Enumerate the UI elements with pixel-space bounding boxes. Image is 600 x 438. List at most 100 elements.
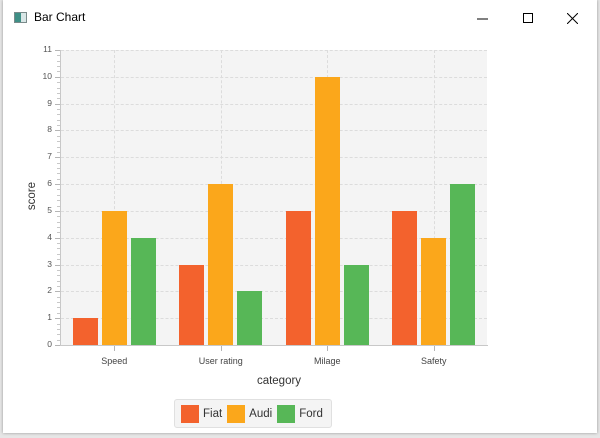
- y-minor-tick: [57, 323, 60, 325]
- x-tick-label: Speed: [101, 356, 128, 366]
- legend-item-ford: Ford: [277, 404, 323, 423]
- y-tick-label: 6: [47, 178, 52, 189]
- y-minor-tick: [57, 119, 60, 121]
- grid-line: [61, 76, 487, 78]
- y-minor-tick: [57, 216, 60, 218]
- grid-line: [114, 50, 116, 345]
- bar-audi-speed: [101, 210, 127, 345]
- bar-fiat-milage: [285, 210, 311, 345]
- y-tick: [55, 103, 60, 105]
- y-tick: [55, 50, 60, 51]
- y-minor-tick: [57, 168, 60, 169]
- y-tick: [55, 291, 60, 293]
- y-tick: [55, 264, 60, 266]
- y-tick: [55, 76, 60, 78]
- y-minor-tick: [57, 141, 60, 143]
- y-minor-tick: [57, 339, 60, 341]
- y-tick: [55, 345, 60, 346]
- y-minor-tick: [57, 60, 60, 62]
- y-minor-tick: [57, 146, 60, 148]
- legend-item-audi: Audi: [227, 404, 273, 423]
- y-minor-tick: [57, 114, 60, 116]
- y-minor-tick: [57, 55, 60, 57]
- y-minor-tick: [57, 302, 60, 304]
- title-bar[interactable]: Bar Chart: [3, 0, 597, 36]
- bar-audi-user-rating: [208, 184, 234, 345]
- legend-label: Ford: [299, 407, 323, 420]
- y-tick-label: 3: [47, 258, 52, 269]
- legend-swatch-ford: [277, 404, 296, 423]
- maximize-button[interactable]: [505, 0, 551, 36]
- x-tick-label: Milage: [313, 356, 341, 366]
- y-tick-label: 11: [43, 44, 52, 54]
- y-tick: [55, 318, 60, 320]
- x-tick: [220, 346, 222, 351]
- y-tick-label: 2: [47, 285, 52, 296]
- y-minor-tick: [57, 334, 60, 336]
- bar-fiat-user-rating: [179, 264, 205, 345]
- y-minor-tick: [57, 194, 60, 196]
- y-axis-title: score: [26, 181, 38, 211]
- y-tick-label: 0: [47, 339, 52, 349]
- x-tick: [114, 346, 116, 351]
- y-tick: [55, 184, 60, 186]
- y-minor-tick: [57, 87, 60, 89]
- y-minor-tick: [57, 205, 60, 207]
- bar-ford-speed: [130, 237, 156, 345]
- x-tick-label: User rating: [198, 356, 243, 366]
- y-minor-tick: [57, 162, 60, 164]
- grid-line: [61, 210, 487, 212]
- y-minor-tick: [57, 248, 60, 250]
- y-tick-label: 4: [47, 231, 52, 242]
- x-tick: [327, 346, 329, 351]
- y-minor-tick: [57, 66, 60, 68]
- y-tick-label: 8: [47, 124, 52, 135]
- grid-line: [61, 318, 487, 320]
- y-tick: [55, 130, 60, 132]
- y-minor-tick: [57, 307, 60, 309]
- y-minor-tick: [57, 135, 60, 137]
- bar-fiat-speed: [72, 318, 98, 345]
- legend-item-fiat: Fiat: [181, 404, 222, 423]
- legend-label: Audi: [249, 407, 273, 420]
- y-minor-tick: [57, 178, 60, 180]
- maximize-icon: [522, 12, 533, 23]
- bar-ford-safety: [450, 184, 476, 345]
- y-tick-label: 1: [47, 312, 52, 323]
- grid-line: [61, 130, 487, 132]
- grid-line: [61, 237, 487, 239]
- grid-line: [433, 50, 435, 345]
- y-tick: [55, 237, 60, 239]
- y-tick-label: 10: [42, 70, 52, 81]
- y-minor-tick: [57, 227, 60, 228]
- y-minor-tick: [57, 200, 60, 202]
- bar-fiat-safety: [392, 210, 418, 345]
- legend-swatch-fiat: [181, 404, 199, 423]
- y-minor-tick: [57, 98, 60, 100]
- y-minor-tick: [57, 151, 60, 153]
- y-minor-tick: [57, 243, 60, 245]
- y-minor-tick: [57, 221, 60, 223]
- y-minor-tick: [57, 286, 60, 287]
- y-minor-tick: [57, 125, 60, 127]
- y-tick-label: 7: [47, 151, 52, 162]
- minimize-button[interactable]: [459, 0, 505, 36]
- y-minor-tick: [57, 280, 60, 282]
- chart-legend: Fiat Audi Ford: [174, 399, 332, 428]
- y-minor-tick: [57, 328, 60, 330]
- bar-audi-milage: [314, 76, 340, 345]
- grid-line: [61, 50, 487, 51]
- y-minor-tick: [57, 92, 60, 94]
- close-icon: [566, 12, 578, 24]
- x-tick-label: Safety: [420, 356, 447, 366]
- y-minor-tick: [57, 269, 60, 271]
- y-minor-tick: [57, 312, 60, 314]
- close-button[interactable]: [549, 0, 595, 36]
- window-title: Bar Chart: [34, 10, 86, 24]
- y-axis: [60, 50, 61, 346]
- grid-line: [61, 264, 487, 266]
- x-axis: [60, 345, 488, 346]
- y-minor-tick: [57, 296, 60, 298]
- grid-line: [61, 291, 487, 293]
- grid-line: [61, 157, 487, 159]
